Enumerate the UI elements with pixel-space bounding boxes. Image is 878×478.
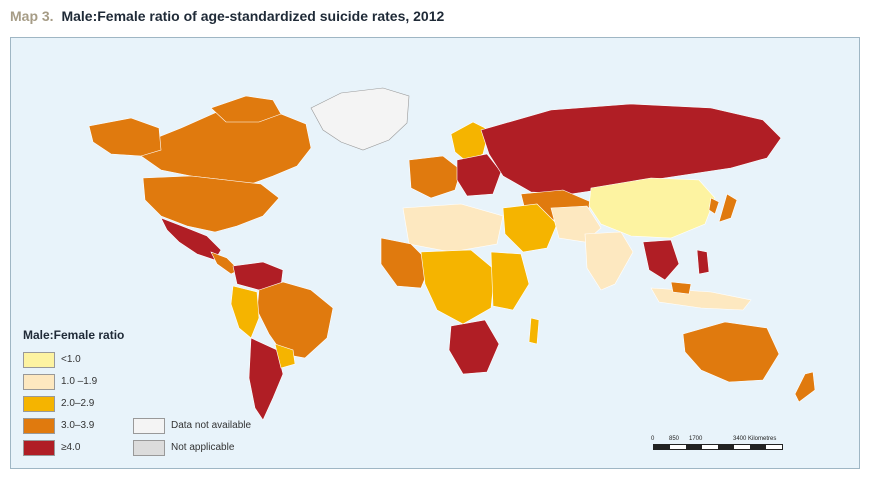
region-madagascar bbox=[528, 317, 540, 345]
legend-label: 1.0 –1.9 bbox=[61, 376, 98, 387]
scale-bar: 0 850 1700 3400 Kilometres bbox=[651, 436, 831, 458]
map-title: Map 3. Male:Female ratio of age-standard… bbox=[10, 8, 444, 24]
region-mainland-sea bbox=[642, 239, 680, 281]
region-usa bbox=[142, 175, 280, 233]
scale-tick: 3400 Kilometres bbox=[733, 436, 777, 442]
region-brazil bbox=[256, 281, 334, 359]
region-scandinavia bbox=[450, 121, 490, 163]
region-west-africa bbox=[380, 237, 432, 289]
region-philippines bbox=[696, 249, 710, 275]
region-middle-east bbox=[502, 203, 558, 253]
region-alaska bbox=[88, 117, 162, 157]
legend-swatch bbox=[23, 396, 55, 412]
map-number: Map 3. bbox=[10, 8, 54, 24]
region-korea bbox=[708, 197, 720, 215]
legend-label: ≥4.0 bbox=[61, 442, 81, 453]
scale-tick: 1700 bbox=[689, 436, 703, 442]
region-eastern-europe bbox=[456, 153, 502, 197]
scale-bar-graphic bbox=[653, 444, 783, 450]
legend-label: <1.0 bbox=[61, 354, 81, 365]
region-central-africa bbox=[420, 249, 496, 325]
legend-swatch bbox=[23, 418, 55, 434]
region-russia bbox=[480, 103, 782, 195]
legend-label: 3.0–3.9 bbox=[61, 420, 95, 431]
legend-label: 2.0–2.9 bbox=[61, 398, 95, 409]
region-southern-africa bbox=[448, 319, 500, 375]
legend-label: Data not available bbox=[171, 420, 252, 431]
legend-label: Not applicable bbox=[171, 442, 235, 453]
map-title-text: Male:Female ratio of age-standardized su… bbox=[61, 8, 445, 24]
region-australia bbox=[682, 321, 780, 383]
region-paraguay-uruguay bbox=[274, 343, 296, 369]
region-china bbox=[588, 177, 716, 239]
legend-swatch bbox=[23, 440, 55, 456]
scale-tick: 0 bbox=[651, 436, 655, 442]
region-malaysia bbox=[670, 281, 692, 295]
world-map-svg bbox=[88, 87, 816, 421]
world-map: Male:Female ratio <1.0 1.0 –1.9 2.0–2.9 … bbox=[10, 37, 860, 469]
region-arctic-islands bbox=[210, 95, 282, 123]
region-new-zealand bbox=[794, 371, 816, 403]
region-greenland bbox=[310, 87, 410, 151]
legend-swatch bbox=[133, 418, 165, 434]
region-east-africa bbox=[490, 251, 530, 311]
region-western-europe bbox=[408, 155, 462, 199]
region-north-africa bbox=[402, 203, 504, 253]
scale-tick: 850 bbox=[669, 436, 680, 442]
region-indonesia bbox=[650, 287, 752, 311]
map-legend: Male:Female ratio <1.0 1.0 –1.9 2.0–2.9 … bbox=[23, 328, 283, 458]
legend-title: Male:Female ratio bbox=[23, 328, 125, 342]
region-japan bbox=[718, 193, 738, 223]
legend-swatch bbox=[23, 374, 55, 390]
legend-swatch bbox=[23, 352, 55, 368]
region-india bbox=[584, 231, 634, 291]
legend-swatch bbox=[133, 440, 165, 456]
